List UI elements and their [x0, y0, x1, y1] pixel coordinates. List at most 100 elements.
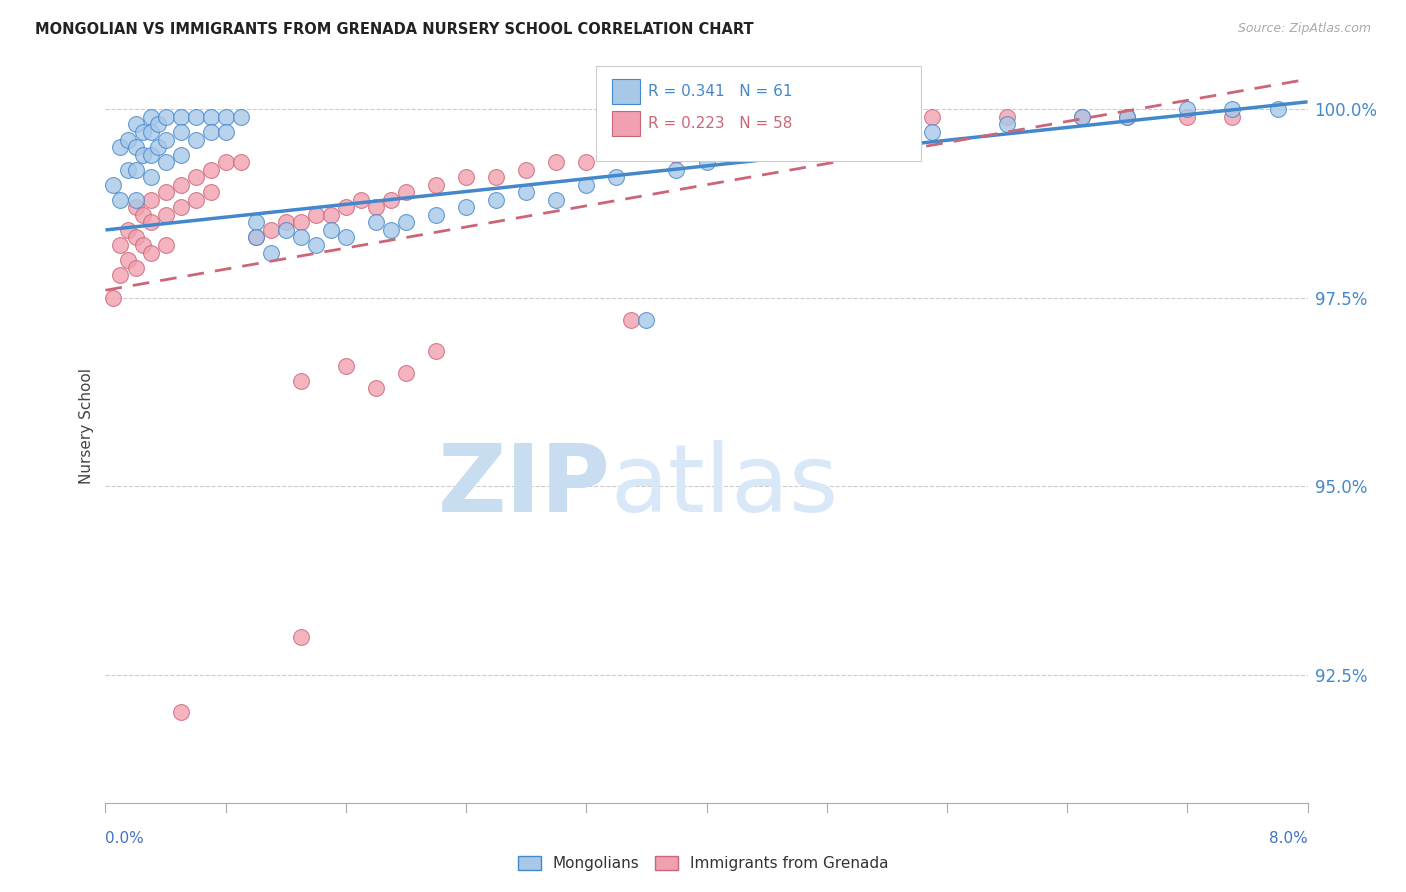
Point	[395, 215, 418, 229]
Point	[214, 110, 236, 124]
Point	[139, 125, 162, 139]
Point	[350, 193, 373, 207]
Point	[124, 193, 146, 207]
Legend: Mongolians, Immigrants from Grenada: Mongolians, Immigrants from Grenada	[512, 850, 894, 877]
Text: MONGOLIAN VS IMMIGRANTS FROM GRENADA NURSERY SCHOOL CORRELATION CHART: MONGOLIAN VS IMMIGRANTS FROM GRENADA NUR…	[35, 22, 754, 37]
Point	[245, 230, 267, 244]
Point	[335, 230, 357, 244]
Point	[139, 193, 162, 207]
Point	[305, 208, 328, 222]
Point	[184, 170, 207, 185]
Point	[117, 223, 139, 237]
Point	[124, 118, 146, 132]
Point	[319, 223, 342, 237]
Point	[921, 125, 943, 139]
Point	[395, 366, 418, 380]
Point	[110, 193, 132, 207]
Point	[132, 125, 155, 139]
Point	[290, 230, 312, 244]
Point	[124, 230, 146, 244]
Point	[546, 193, 568, 207]
Point	[169, 200, 191, 214]
Point	[725, 132, 748, 146]
Point	[575, 178, 598, 192]
Point	[169, 706, 191, 720]
Point	[395, 186, 418, 200]
Point	[169, 178, 191, 192]
Point	[260, 223, 283, 237]
Point	[1222, 103, 1244, 117]
Point	[620, 313, 643, 327]
Point	[1116, 110, 1139, 124]
Point	[117, 253, 139, 268]
Point	[755, 140, 778, 154]
Point	[200, 162, 222, 177]
Point	[364, 381, 387, 395]
Point	[200, 110, 222, 124]
Point	[132, 238, 155, 252]
Point	[155, 186, 177, 200]
Point	[101, 178, 124, 192]
Point	[229, 155, 252, 169]
Point	[305, 238, 328, 252]
Point	[146, 118, 169, 132]
Point	[146, 140, 169, 154]
Point	[425, 178, 447, 192]
Point	[1175, 103, 1198, 117]
Point	[454, 170, 477, 185]
Text: atlas: atlas	[610, 441, 838, 533]
Point	[169, 110, 191, 124]
Point	[184, 110, 207, 124]
Point	[364, 215, 387, 229]
Point	[117, 132, 139, 146]
Text: ZIP: ZIP	[437, 441, 610, 533]
Point	[425, 343, 447, 358]
Point	[546, 155, 568, 169]
Point	[454, 200, 477, 214]
Point	[636, 313, 658, 327]
Point	[184, 132, 207, 146]
Point	[139, 110, 162, 124]
Point	[155, 238, 177, 252]
Point	[515, 186, 537, 200]
Point	[101, 291, 124, 305]
Point	[117, 162, 139, 177]
Point	[155, 155, 177, 169]
Point	[245, 215, 267, 229]
Point	[605, 170, 627, 185]
Point	[319, 208, 342, 222]
Point	[290, 630, 312, 644]
Point	[155, 110, 177, 124]
Point	[380, 223, 402, 237]
Point	[485, 193, 508, 207]
Point	[290, 374, 312, 388]
Point	[124, 260, 146, 275]
Point	[139, 147, 162, 161]
Point	[155, 208, 177, 222]
Point	[110, 268, 132, 283]
Point	[696, 140, 718, 154]
Point	[139, 215, 162, 229]
Point	[124, 200, 146, 214]
Point	[1116, 110, 1139, 124]
Point	[200, 186, 222, 200]
Point	[485, 170, 508, 185]
Point	[1071, 110, 1094, 124]
Point	[132, 147, 155, 161]
Point	[214, 125, 236, 139]
Point	[139, 170, 162, 185]
Point	[1071, 110, 1094, 124]
Point	[335, 359, 357, 373]
Point	[845, 118, 868, 132]
Text: R = 0.341   N = 61: R = 0.341 N = 61	[648, 85, 793, 99]
Point	[665, 162, 688, 177]
Text: R = 0.223   N = 58: R = 0.223 N = 58	[648, 117, 793, 131]
Point	[515, 162, 537, 177]
Point	[995, 118, 1018, 132]
Point	[169, 125, 191, 139]
Point	[200, 125, 222, 139]
Point	[274, 223, 297, 237]
Y-axis label: Nursery School: Nursery School	[79, 368, 94, 484]
Point	[110, 238, 132, 252]
Point	[845, 132, 868, 146]
